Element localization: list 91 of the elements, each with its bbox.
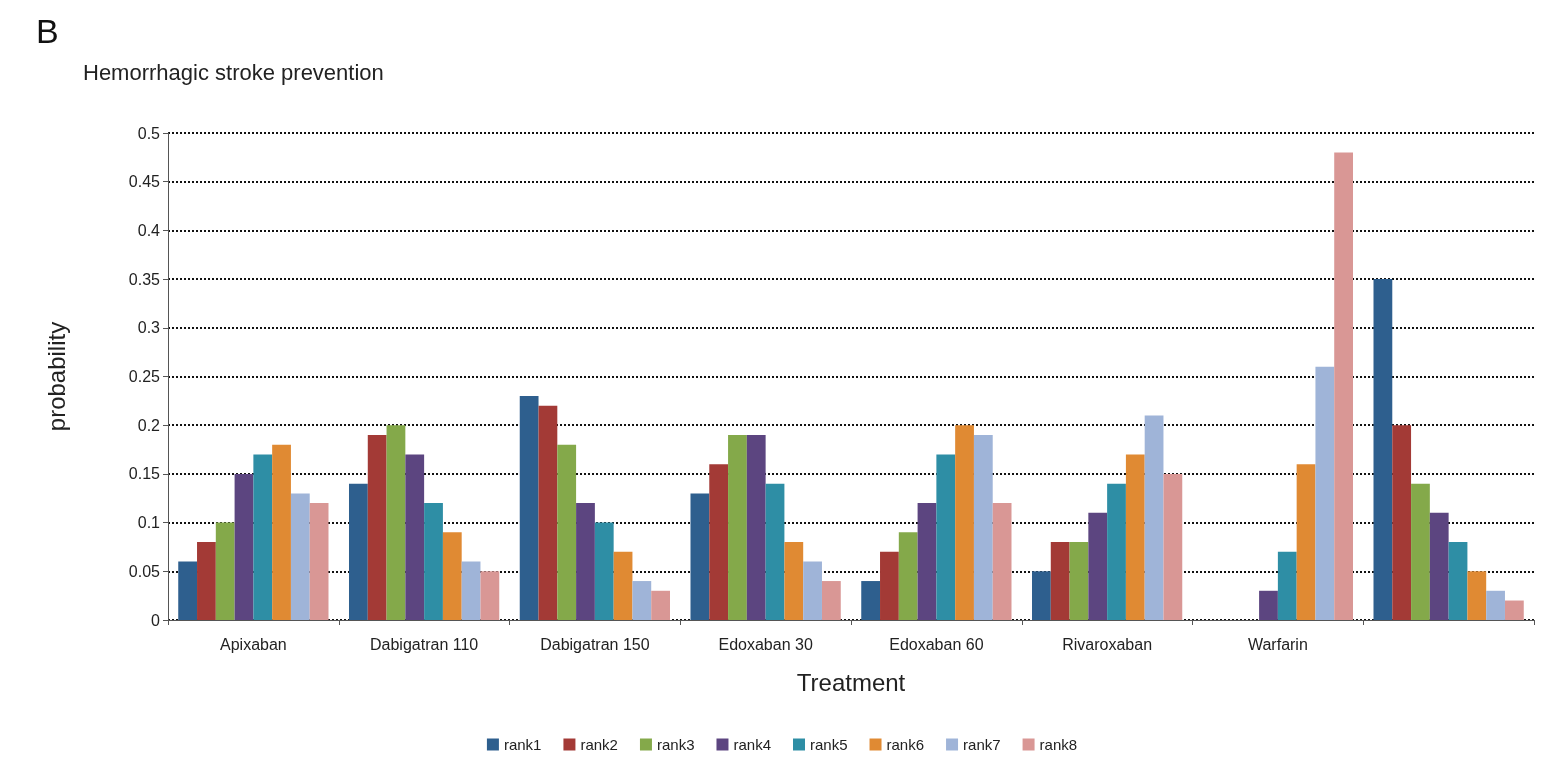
bar xyxy=(1163,473,1183,620)
bar xyxy=(253,454,273,620)
legend-label: rank3 xyxy=(656,736,695,753)
bar xyxy=(1429,512,1449,620)
y-tick-label: 0.05 xyxy=(128,562,161,580)
bar xyxy=(613,551,633,620)
legend-label: rank8 xyxy=(1039,736,1078,753)
bar xyxy=(992,503,1012,620)
bar xyxy=(1107,483,1126,620)
bar xyxy=(955,425,974,620)
bar xyxy=(765,483,785,620)
legend-label: rank4 xyxy=(733,736,772,753)
bar xyxy=(594,522,614,620)
bar xyxy=(442,532,462,620)
bar xyxy=(917,503,937,620)
y-tick-label: 0.15 xyxy=(128,465,161,483)
bar xyxy=(1125,454,1145,620)
bar xyxy=(861,581,881,620)
bar xyxy=(1448,542,1468,620)
bar xyxy=(880,551,899,620)
bar xyxy=(1504,600,1524,620)
y-tick-label: 0.45 xyxy=(128,173,161,191)
bar xyxy=(1050,542,1070,620)
x-tick-label: Edoxaban 30 xyxy=(718,635,813,653)
bar xyxy=(1144,415,1164,620)
bar xyxy=(1411,483,1430,620)
bar xyxy=(1315,366,1335,620)
bar xyxy=(234,473,254,620)
bar xyxy=(728,434,747,620)
x-tick-label: Dabigatran 150 xyxy=(540,635,650,653)
bar xyxy=(557,444,577,620)
bar xyxy=(898,532,918,620)
bar xyxy=(215,522,235,620)
bar xyxy=(367,434,387,620)
bar xyxy=(197,542,216,620)
bar xyxy=(632,581,652,620)
bar xyxy=(973,434,993,620)
bar xyxy=(1031,571,1051,620)
bar xyxy=(1467,571,1487,620)
bar xyxy=(386,425,406,620)
bar xyxy=(690,493,710,620)
y-tick-label: 0.2 xyxy=(137,416,161,434)
bar xyxy=(1296,464,1316,620)
legend-label: rank6 xyxy=(886,736,925,753)
bar xyxy=(784,542,804,620)
x-axis-title: Treatment xyxy=(796,668,906,696)
bar xyxy=(461,561,481,620)
y-tick-label: 0 xyxy=(151,611,161,629)
bar xyxy=(651,590,671,620)
bar xyxy=(519,395,539,620)
x-tick-label: Apixaban xyxy=(220,635,287,653)
bar xyxy=(936,454,956,620)
bar xyxy=(480,571,500,620)
bar xyxy=(309,503,329,620)
y-tick-label: 0.35 xyxy=(128,270,161,288)
legend-label: rank5 xyxy=(810,736,848,753)
bar xyxy=(1088,512,1108,620)
text: B xyxy=(36,12,59,50)
bar xyxy=(272,444,291,620)
x-tick-label: Warfarin xyxy=(1247,635,1308,653)
bar xyxy=(1069,542,1089,620)
x-tick-label: Rivaroxaban xyxy=(1062,635,1153,653)
y-tick-label: 0.4 xyxy=(137,221,161,239)
bar xyxy=(576,503,595,620)
bar xyxy=(178,561,198,620)
x-tick-label: Edoxaban 60 xyxy=(889,635,984,653)
bar xyxy=(1392,425,1412,620)
bar xyxy=(1334,152,1354,620)
bar xyxy=(1373,279,1393,620)
bar xyxy=(290,493,310,620)
bar xyxy=(405,454,425,620)
y-tick-label: 0.1 xyxy=(137,514,161,532)
bar xyxy=(709,464,729,620)
y-axis-title: probability xyxy=(42,321,70,432)
bar xyxy=(1486,590,1505,620)
chart-title: Hemorrhagic stroke prevention xyxy=(83,59,384,85)
legend-label: rank2 xyxy=(580,736,618,753)
legend-label: rank1 xyxy=(503,736,542,753)
bar xyxy=(746,434,766,620)
bar xyxy=(538,405,558,620)
x-tick-label: Dabigatran 110 xyxy=(370,635,479,653)
bar xyxy=(821,581,841,620)
y-tick-label: 0.3 xyxy=(137,319,161,337)
bar xyxy=(1277,551,1297,620)
bar xyxy=(1259,590,1278,620)
y-tick-label: 0.5 xyxy=(137,124,161,142)
legend-label: rank7 xyxy=(963,736,1001,753)
bar xyxy=(349,483,368,620)
bar xyxy=(424,503,443,620)
y-tick-label: 0.25 xyxy=(128,368,161,385)
bar xyxy=(803,561,822,620)
